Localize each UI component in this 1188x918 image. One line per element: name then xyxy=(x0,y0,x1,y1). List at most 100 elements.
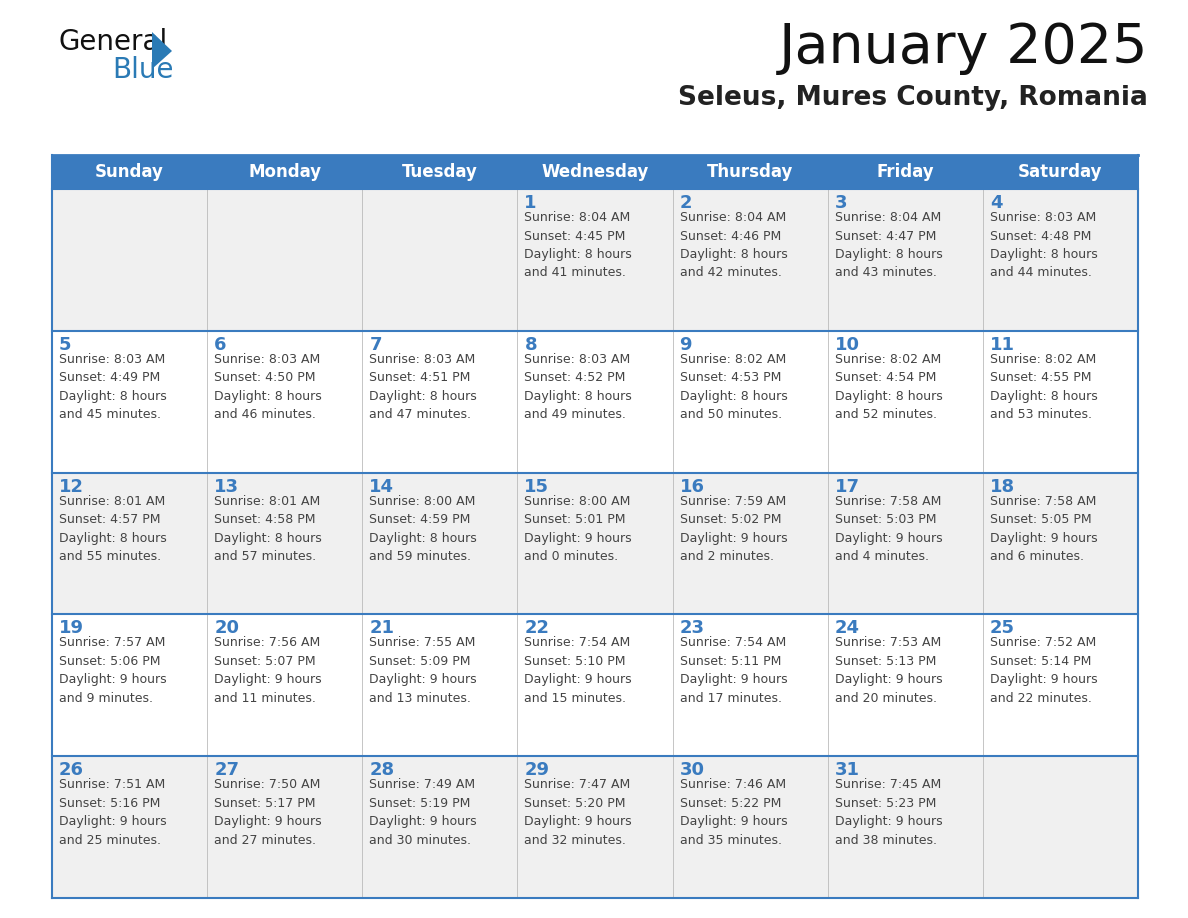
Text: Sunrise: 7:54 AM
Sunset: 5:11 PM
Daylight: 9 hours
and 17 minutes.: Sunrise: 7:54 AM Sunset: 5:11 PM Dayligh… xyxy=(680,636,788,705)
Text: 29: 29 xyxy=(524,761,549,779)
Text: 28: 28 xyxy=(369,761,394,779)
Text: Sunrise: 8:03 AM
Sunset: 4:52 PM
Daylight: 8 hours
and 49 minutes.: Sunrise: 8:03 AM Sunset: 4:52 PM Dayligh… xyxy=(524,353,632,421)
Text: 23: 23 xyxy=(680,620,704,637)
Text: Sunrise: 8:02 AM
Sunset: 4:55 PM
Daylight: 8 hours
and 53 minutes.: Sunrise: 8:02 AM Sunset: 4:55 PM Dayligh… xyxy=(990,353,1098,421)
Text: 17: 17 xyxy=(835,477,860,496)
Text: 12: 12 xyxy=(59,477,84,496)
Text: January 2025: January 2025 xyxy=(778,21,1148,75)
Text: Friday: Friday xyxy=(877,163,934,181)
Text: 7: 7 xyxy=(369,336,381,353)
Text: Sunrise: 8:03 AM
Sunset: 4:50 PM
Daylight: 8 hours
and 46 minutes.: Sunrise: 8:03 AM Sunset: 4:50 PM Dayligh… xyxy=(214,353,322,421)
Text: Sunrise: 8:04 AM
Sunset: 4:47 PM
Daylight: 8 hours
and 43 minutes.: Sunrise: 8:04 AM Sunset: 4:47 PM Dayligh… xyxy=(835,211,942,279)
Text: Sunrise: 8:02 AM
Sunset: 4:54 PM
Daylight: 8 hours
and 52 minutes.: Sunrise: 8:02 AM Sunset: 4:54 PM Dayligh… xyxy=(835,353,942,421)
Text: Saturday: Saturday xyxy=(1018,163,1102,181)
Bar xyxy=(828,155,982,189)
Text: Sunday: Sunday xyxy=(95,163,164,181)
Text: 16: 16 xyxy=(680,477,704,496)
Text: 21: 21 xyxy=(369,620,394,637)
Bar xyxy=(672,756,828,898)
Text: Seleus, Mures County, Romania: Seleus, Mures County, Romania xyxy=(678,85,1148,111)
Text: Sunrise: 8:03 AM
Sunset: 4:49 PM
Daylight: 8 hours
and 45 minutes.: Sunrise: 8:03 AM Sunset: 4:49 PM Dayligh… xyxy=(59,353,166,421)
Bar xyxy=(828,330,982,473)
Text: 3: 3 xyxy=(835,194,847,212)
Text: Wednesday: Wednesday xyxy=(542,163,649,181)
Text: 10: 10 xyxy=(835,336,860,353)
Bar xyxy=(828,756,982,898)
Text: Sunrise: 7:52 AM
Sunset: 5:14 PM
Daylight: 9 hours
and 22 minutes.: Sunrise: 7:52 AM Sunset: 5:14 PM Dayligh… xyxy=(990,636,1098,705)
Bar xyxy=(672,330,828,473)
Text: 15: 15 xyxy=(524,477,549,496)
Bar xyxy=(207,330,362,473)
Bar xyxy=(52,330,207,473)
Text: Sunrise: 7:57 AM
Sunset: 5:06 PM
Daylight: 9 hours
and 9 minutes.: Sunrise: 7:57 AM Sunset: 5:06 PM Dayligh… xyxy=(59,636,166,705)
Text: 9: 9 xyxy=(680,336,693,353)
Bar xyxy=(362,756,518,898)
Text: Sunrise: 7:55 AM
Sunset: 5:09 PM
Daylight: 9 hours
and 13 minutes.: Sunrise: 7:55 AM Sunset: 5:09 PM Dayligh… xyxy=(369,636,476,705)
Text: Sunrise: 8:04 AM
Sunset: 4:45 PM
Daylight: 8 hours
and 41 minutes.: Sunrise: 8:04 AM Sunset: 4:45 PM Dayligh… xyxy=(524,211,632,279)
Bar xyxy=(672,189,828,330)
Bar xyxy=(982,614,1138,756)
Text: Sunrise: 7:45 AM
Sunset: 5:23 PM
Daylight: 9 hours
and 38 minutes.: Sunrise: 7:45 AM Sunset: 5:23 PM Dayligh… xyxy=(835,778,942,846)
Text: 20: 20 xyxy=(214,620,239,637)
Text: Sunrise: 8:00 AM
Sunset: 5:01 PM
Daylight: 9 hours
and 0 minutes.: Sunrise: 8:00 AM Sunset: 5:01 PM Dayligh… xyxy=(524,495,632,563)
Text: Sunrise: 8:03 AM
Sunset: 4:51 PM
Daylight: 8 hours
and 47 minutes.: Sunrise: 8:03 AM Sunset: 4:51 PM Dayligh… xyxy=(369,353,478,421)
Bar xyxy=(828,189,982,330)
Bar xyxy=(518,155,672,189)
Bar xyxy=(828,473,982,614)
Bar xyxy=(518,330,672,473)
Bar xyxy=(362,473,518,614)
Bar xyxy=(518,756,672,898)
Bar xyxy=(362,330,518,473)
Bar xyxy=(362,614,518,756)
Text: 30: 30 xyxy=(680,761,704,779)
Text: Sunrise: 7:59 AM
Sunset: 5:02 PM
Daylight: 9 hours
and 2 minutes.: Sunrise: 7:59 AM Sunset: 5:02 PM Dayligh… xyxy=(680,495,788,563)
Text: Tuesday: Tuesday xyxy=(402,163,478,181)
Text: 8: 8 xyxy=(524,336,537,353)
Text: 1: 1 xyxy=(524,194,537,212)
Bar xyxy=(982,155,1138,189)
Text: 31: 31 xyxy=(835,761,860,779)
Bar xyxy=(52,155,207,189)
Bar xyxy=(207,189,362,330)
Text: Sunrise: 7:58 AM
Sunset: 5:03 PM
Daylight: 9 hours
and 4 minutes.: Sunrise: 7:58 AM Sunset: 5:03 PM Dayligh… xyxy=(835,495,942,563)
Bar xyxy=(518,614,672,756)
Bar xyxy=(207,614,362,756)
Text: Sunrise: 8:03 AM
Sunset: 4:48 PM
Daylight: 8 hours
and 44 minutes.: Sunrise: 8:03 AM Sunset: 4:48 PM Dayligh… xyxy=(990,211,1098,279)
Text: Sunrise: 7:54 AM
Sunset: 5:10 PM
Daylight: 9 hours
and 15 minutes.: Sunrise: 7:54 AM Sunset: 5:10 PM Dayligh… xyxy=(524,636,632,705)
Text: 11: 11 xyxy=(990,336,1015,353)
Bar xyxy=(518,189,672,330)
Bar xyxy=(52,614,207,756)
Text: Monday: Monday xyxy=(248,163,321,181)
Text: Sunrise: 7:46 AM
Sunset: 5:22 PM
Daylight: 9 hours
and 35 minutes.: Sunrise: 7:46 AM Sunset: 5:22 PM Dayligh… xyxy=(680,778,788,846)
Bar xyxy=(672,155,828,189)
Text: 26: 26 xyxy=(59,761,84,779)
Text: Sunrise: 7:53 AM
Sunset: 5:13 PM
Daylight: 9 hours
and 20 minutes.: Sunrise: 7:53 AM Sunset: 5:13 PM Dayligh… xyxy=(835,636,942,705)
Bar xyxy=(207,756,362,898)
Text: 4: 4 xyxy=(990,194,1003,212)
Bar xyxy=(52,473,207,614)
Text: Sunrise: 7:56 AM
Sunset: 5:07 PM
Daylight: 9 hours
and 11 minutes.: Sunrise: 7:56 AM Sunset: 5:07 PM Dayligh… xyxy=(214,636,322,705)
Text: Sunrise: 7:58 AM
Sunset: 5:05 PM
Daylight: 9 hours
and 6 minutes.: Sunrise: 7:58 AM Sunset: 5:05 PM Dayligh… xyxy=(990,495,1098,563)
Text: 18: 18 xyxy=(990,477,1015,496)
Bar xyxy=(362,189,518,330)
Text: Sunrise: 8:01 AM
Sunset: 4:57 PM
Daylight: 8 hours
and 55 minutes.: Sunrise: 8:01 AM Sunset: 4:57 PM Dayligh… xyxy=(59,495,166,563)
Text: 6: 6 xyxy=(214,336,227,353)
Text: Sunrise: 7:51 AM
Sunset: 5:16 PM
Daylight: 9 hours
and 25 minutes.: Sunrise: 7:51 AM Sunset: 5:16 PM Dayligh… xyxy=(59,778,166,846)
Bar xyxy=(518,473,672,614)
Text: 13: 13 xyxy=(214,477,239,496)
Bar xyxy=(52,189,207,330)
Text: Sunrise: 7:49 AM
Sunset: 5:19 PM
Daylight: 9 hours
and 30 minutes.: Sunrise: 7:49 AM Sunset: 5:19 PM Dayligh… xyxy=(369,778,476,846)
Text: Blue: Blue xyxy=(112,56,173,84)
Bar xyxy=(207,473,362,614)
Text: 14: 14 xyxy=(369,477,394,496)
Text: 22: 22 xyxy=(524,620,549,637)
Text: General: General xyxy=(58,28,168,56)
Bar xyxy=(982,756,1138,898)
Bar xyxy=(982,473,1138,614)
Bar xyxy=(982,330,1138,473)
Bar xyxy=(207,155,362,189)
Text: 5: 5 xyxy=(59,336,71,353)
Text: Sunrise: 8:00 AM
Sunset: 4:59 PM
Daylight: 8 hours
and 59 minutes.: Sunrise: 8:00 AM Sunset: 4:59 PM Dayligh… xyxy=(369,495,478,563)
Bar xyxy=(982,189,1138,330)
Polygon shape xyxy=(152,32,172,69)
